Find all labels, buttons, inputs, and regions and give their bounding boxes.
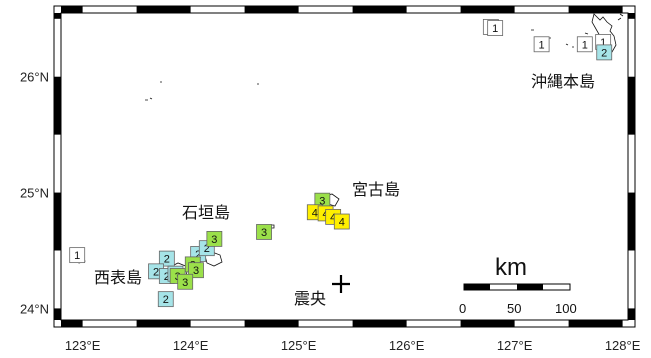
scale-tick-0: 0: [459, 301, 466, 316]
frame-tick-top: [244, 6, 299, 13]
intensity-marker-3: 3: [177, 273, 194, 290]
place-label-miyako: 宮古島: [352, 180, 400, 199]
frame-tick-bottom: [244, 320, 299, 327]
frame-tick-right: [628, 76, 635, 135]
lon-tick-label: 127°E: [497, 338, 533, 353]
place-label-ishigaki: 石垣島: [182, 203, 230, 222]
intensity-marker-2: 2: [596, 44, 613, 61]
frame-tick-top: [352, 6, 407, 13]
lon-tick-label: 128°E: [605, 338, 641, 353]
lon-tick-label: 123°E: [65, 338, 101, 353]
intensity-marker-value: 4: [339, 217, 345, 229]
map-area: [60, 12, 629, 321]
intensity-marker-value: 2: [164, 271, 170, 283]
intensity-marker-4: 4: [333, 213, 350, 230]
intensity-marker-box: [206, 231, 223, 247]
intensity-marker-1: 1: [487, 20, 504, 36]
intensity-marker-value: 1: [582, 39, 588, 51]
scale-tick-50: 50: [507, 301, 521, 316]
intensity-marker-value: 3: [193, 265, 199, 277]
intensity-marker-value: 1: [539, 39, 545, 51]
epicenter-label: 震央: [294, 289, 326, 308]
intensity-marker-box: [158, 250, 175, 267]
lat-tick-label: 24°N: [20, 301, 49, 316]
intensity-marker-1: 1: [69, 247, 86, 264]
intensity-marker-value: 2: [153, 266, 159, 278]
map-frame-ticks: [54, 6, 635, 327]
frame-tick-top: [460, 6, 515, 13]
scale-bar-segment-3: [517, 284, 543, 290]
intensity-marker-value: 2: [601, 47, 607, 59]
frame-tick-bottom: [61, 320, 83, 327]
okinawa-island-coastline: [591, 13, 617, 55]
scale-bar: km 0 50 100: [459, 254, 577, 316]
intensity-marker-box: [576, 36, 593, 53]
intensity-marker-value: 4: [312, 207, 318, 219]
lat-tick-label: 26°N: [20, 70, 49, 85]
axis-labels: 123°E 124°E 125°E 126°E 127°E 128°E 24°N 25°N 26…: [20, 70, 641, 353]
frame-tick-right: [628, 192, 635, 251]
intensity-marker-3: 3: [206, 231, 223, 247]
intensity-markers: 1111112222222233333334444: [69, 19, 613, 308]
frame-tick-left: [54, 192, 61, 251]
place-labels: 沖縄本島 宮古島 石垣島 西表島: [94, 72, 595, 287]
scale-bar-segment-1: [464, 284, 490, 290]
frame-tick-left: [54, 76, 61, 135]
intensity-marker-box: [177, 273, 194, 290]
place-label-okinawa: 沖縄本島: [531, 72, 595, 91]
intensity-marker-box: [256, 224, 272, 240]
intensity-marker-2: 2: [157, 291, 174, 308]
intensity-marker-box: [533, 36, 550, 53]
frame-tick-left: [54, 13, 61, 19]
intensity-marker-value: 3: [211, 234, 217, 246]
frame-tick-top: [136, 6, 191, 13]
intensity-marker-1: 1: [533, 36, 550, 53]
intensity-marker-value: 3: [261, 227, 267, 239]
intensity-marker-box: [69, 247, 86, 264]
epicenter-marker: 震央: [294, 275, 350, 308]
intensity-marker-1: 1: [576, 36, 593, 53]
map-frame-outer: [53, 5, 636, 328]
intensity-marker-box: [596, 44, 613, 61]
intensity-marker-value: 2: [195, 249, 201, 261]
intensity-marker-value: 2: [204, 243, 210, 255]
intensity-marker-value: 2: [164, 254, 170, 266]
frame-tick-bottom: [352, 320, 407, 327]
lon-tick-label: 126°E: [389, 338, 425, 353]
lon-tick-label: 125°E: [281, 338, 317, 353]
place-label-iriomote: 西表島: [94, 268, 142, 287]
intensity-marker-box: [487, 20, 504, 36]
frame-tick-right: [628, 308, 635, 320]
scale-tick-100: 100: [555, 301, 577, 316]
senkaku-islands: [145, 81, 259, 101]
intensity-marker-box: [333, 213, 350, 230]
lon-tick-label: 124°E: [173, 338, 209, 353]
frame-tick-bottom: [568, 320, 623, 327]
intensity-marker-value: 3: [182, 277, 188, 289]
intensity-marker-value: 4: [330, 212, 336, 224]
intensity-marker-box: [157, 291, 174, 308]
okinawa-outlying-islands: [531, 13, 624, 48]
intensity-marker-value: 1: [600, 37, 606, 49]
scale-bar-unit: km: [495, 254, 527, 281]
intensity-marker-value: 2: [163, 294, 169, 306]
frame-tick-bottom: [460, 320, 515, 327]
epicenter-cross-icon: [332, 275, 350, 293]
intensity-marker-2: 2: [158, 250, 175, 267]
frame-tick-bottom: [136, 320, 191, 327]
lat-tick-label: 25°N: [20, 186, 49, 201]
intensity-marker-value: 1: [492, 23, 498, 35]
frame-tick-left: [54, 308, 61, 320]
intensity-marker-value: 3: [319, 196, 325, 208]
frame-tick-top: [61, 6, 83, 13]
intensity-marker-value: 1: [74, 250, 80, 262]
frame-tick-top: [568, 6, 623, 13]
intensity-marker-3: 3: [256, 224, 272, 240]
frame-tick-right: [628, 13, 635, 19]
